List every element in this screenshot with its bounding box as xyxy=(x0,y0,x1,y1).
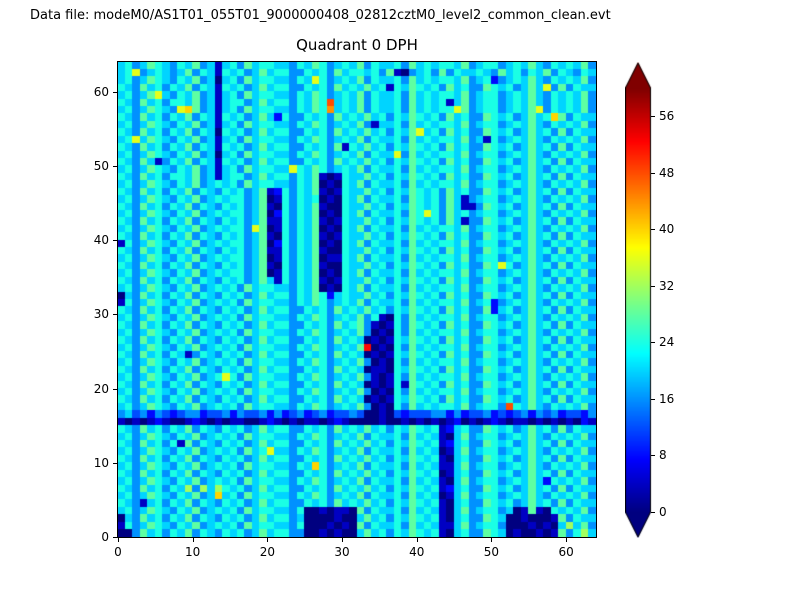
colorbar-tick-label: 40 xyxy=(659,222,675,237)
y-tick-label: 10 xyxy=(93,455,109,470)
y-tick-label: 0 xyxy=(101,530,109,544)
x-tick-label: 10 xyxy=(185,545,201,559)
colorbar-tick-mark xyxy=(651,398,655,400)
plot-title: Quadrant 0 DPH xyxy=(296,36,418,54)
y-tick-mark xyxy=(113,240,117,242)
colorbar-tick-mark xyxy=(651,285,655,287)
colorbar-canvas xyxy=(625,62,652,538)
colorbar-tick-label: 48 xyxy=(659,165,675,180)
y-tick-mark xyxy=(113,462,117,464)
colorbar-tick-label: 24 xyxy=(659,335,675,350)
heatmap-canvas xyxy=(118,62,596,537)
y-tick-mark xyxy=(113,388,117,390)
x-tick-label: 0 xyxy=(114,545,122,559)
x-tick-label: 30 xyxy=(334,545,350,559)
colorbar-tick-label: 32 xyxy=(659,278,675,293)
x-tick-label: 60 xyxy=(558,545,574,559)
axes-frame xyxy=(117,61,597,538)
x-tick-mark xyxy=(342,538,344,542)
x-tick-mark xyxy=(416,538,418,542)
y-tick-label: 60 xyxy=(93,84,109,99)
y-tick-label: 20 xyxy=(93,381,109,396)
x-tick-label: 40 xyxy=(409,545,425,559)
colorbar-tick-mark xyxy=(651,229,655,231)
colorbar-tick-label: 0 xyxy=(659,505,667,519)
colorbar-tick-label: 16 xyxy=(659,391,675,406)
y-tick-mark xyxy=(113,91,117,93)
colorbar-tick-label: 8 xyxy=(659,448,667,463)
x-tick-mark xyxy=(491,538,493,542)
colorbar xyxy=(625,62,652,542)
colorbar-tick-mark xyxy=(651,342,655,344)
y-tick-label: 50 xyxy=(93,158,109,173)
x-tick-mark xyxy=(267,538,269,542)
colorbar-tick-mark xyxy=(651,172,655,174)
y-tick-mark xyxy=(113,537,117,538)
data-file-label: Data file: modeM0/AS1T01_055T01_90000004… xyxy=(30,8,611,23)
y-tick-label: 40 xyxy=(93,233,109,248)
x-tick-mark xyxy=(566,538,568,542)
colorbar-tick-mark xyxy=(651,455,655,457)
x-tick-mark xyxy=(118,538,119,542)
colorbar-tick-mark xyxy=(651,512,655,513)
colorbar-tick-label: 56 xyxy=(659,109,675,124)
x-tick-mark xyxy=(192,538,194,542)
x-tick-label: 20 xyxy=(259,545,276,559)
y-tick-mark xyxy=(113,165,117,167)
colorbar-tick-mark xyxy=(651,116,655,118)
y-tick-label: 30 xyxy=(93,307,109,322)
y-tick-mark xyxy=(113,314,117,316)
x-tick-label: 50 xyxy=(483,545,500,559)
